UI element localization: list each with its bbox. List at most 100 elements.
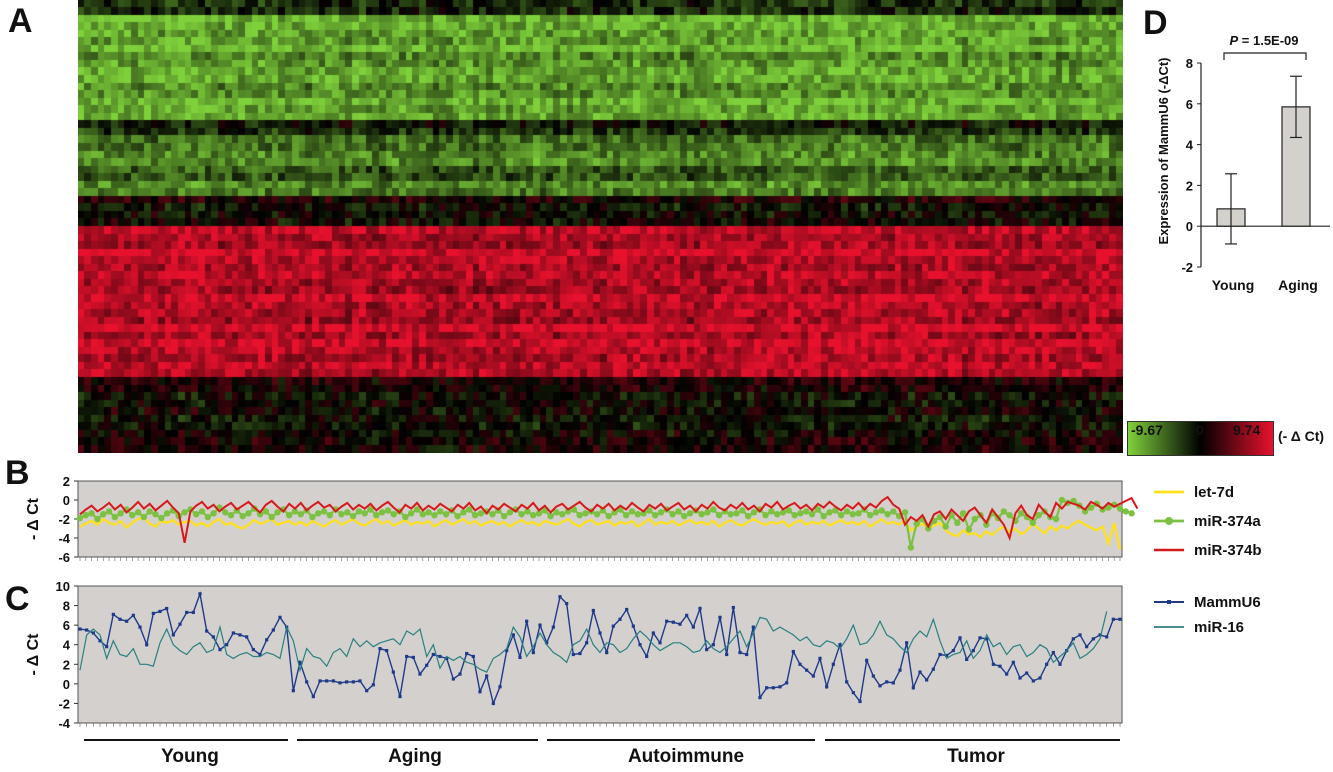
data-point	[938, 652, 942, 657]
data-point	[419, 511, 426, 518]
y-tick-label: 6	[1186, 97, 1193, 112]
data-point	[1118, 617, 1122, 621]
data-point	[545, 641, 549, 645]
data-point	[278, 615, 282, 619]
data-point	[911, 686, 915, 690]
data-point	[771, 686, 775, 690]
data-point	[901, 509, 909, 516]
data-point	[831, 662, 835, 666]
data-point	[1031, 679, 1035, 683]
data-point	[758, 695, 762, 700]
data-point	[931, 667, 935, 671]
data-point	[231, 631, 235, 635]
data-point	[309, 513, 316, 521]
plot-area	[77, 480, 1123, 558]
data-point	[727, 511, 734, 518]
data-point	[866, 512, 874, 519]
data-point	[779, 509, 787, 516]
data-point	[318, 679, 322, 683]
panel-label-c: C	[5, 580, 30, 618]
data-point	[564, 508, 572, 515]
data-point	[271, 628, 275, 632]
data-point	[871, 674, 875, 678]
scale-mid-label: 0	[1196, 422, 1204, 438]
data-point	[138, 625, 142, 629]
data-point	[407, 510, 415, 517]
data-point	[942, 523, 949, 530]
heatmap-color-scale	[1127, 421, 1274, 456]
data-point	[611, 624, 615, 628]
data-point	[1052, 515, 1060, 523]
data-point	[326, 512, 334, 519]
data-point	[954, 519, 961, 526]
data-point	[338, 511, 345, 518]
bar-chart-d: 8 6 4 2 0 -2 Expression of MammU6 (-ΔCt) Young A…	[1156, 33, 1330, 293]
data-point	[738, 650, 742, 655]
data-point	[1005, 672, 1009, 676]
data-point	[349, 512, 357, 520]
data-point	[390, 511, 397, 518]
data-point	[1011, 660, 1015, 664]
data-point	[411, 655, 415, 660]
panel-label-b: B	[5, 454, 30, 492]
group-label-aging: Aging	[388, 746, 442, 767]
data-point	[820, 512, 827, 520]
data-point	[225, 643, 229, 647]
y-axis-label: - Δ Ct	[25, 497, 42, 540]
data-point	[285, 512, 293, 519]
data-point	[431, 512, 438, 519]
data-point	[338, 681, 342, 685]
y-axis-label: - Δ Ct	[25, 633, 42, 676]
data-point	[158, 514, 165, 522]
data-point	[958, 636, 962, 640]
data-point	[1111, 617, 1115, 621]
data-point	[498, 685, 502, 689]
data-point	[645, 654, 649, 659]
data-point	[646, 507, 653, 514]
data-point	[622, 512, 630, 519]
data-point	[585, 641, 589, 645]
data-point	[291, 508, 299, 515]
data-point	[651, 631, 655, 635]
data-point	[245, 635, 249, 639]
data-point	[471, 512, 479, 519]
legend-label: miR-16	[1194, 619, 1244, 636]
data-point	[218, 648, 222, 652]
data-point	[945, 653, 949, 658]
data-point	[384, 507, 392, 514]
data-point	[210, 510, 217, 517]
data-point	[1029, 519, 1037, 526]
data-point	[262, 508, 270, 515]
data-point	[791, 649, 795, 654]
data-point	[733, 510, 740, 517]
data-point	[598, 631, 602, 635]
data-point	[818, 656, 822, 661]
data-point	[129, 512, 136, 519]
data-point	[640, 510, 647, 517]
data-point	[599, 507, 607, 514]
legend-label: let-7d	[1194, 484, 1234, 501]
data-point	[91, 631, 95, 635]
data-point	[1078, 633, 1082, 637]
data-point	[491, 701, 495, 706]
data-point	[193, 511, 200, 518]
data-point	[365, 689, 369, 693]
data-point	[1087, 504, 1095, 511]
data-point	[634, 511, 641, 518]
y-tick-label: -4	[58, 716, 70, 731]
data-point	[710, 506, 717, 513]
data-point	[1038, 676, 1042, 680]
panel-label-a: A	[8, 2, 33, 40]
data-point	[524, 508, 531, 515]
data-point	[698, 606, 702, 611]
data-point	[951, 648, 955, 653]
data-point	[878, 507, 885, 514]
data-point	[605, 650, 609, 655]
data-point	[451, 677, 455, 681]
data-point	[832, 507, 839, 514]
heatmap	[78, 0, 1123, 453]
data-point	[1105, 635, 1109, 639]
data-point	[500, 512, 508, 520]
data-point	[838, 643, 842, 647]
data-point	[628, 508, 636, 515]
